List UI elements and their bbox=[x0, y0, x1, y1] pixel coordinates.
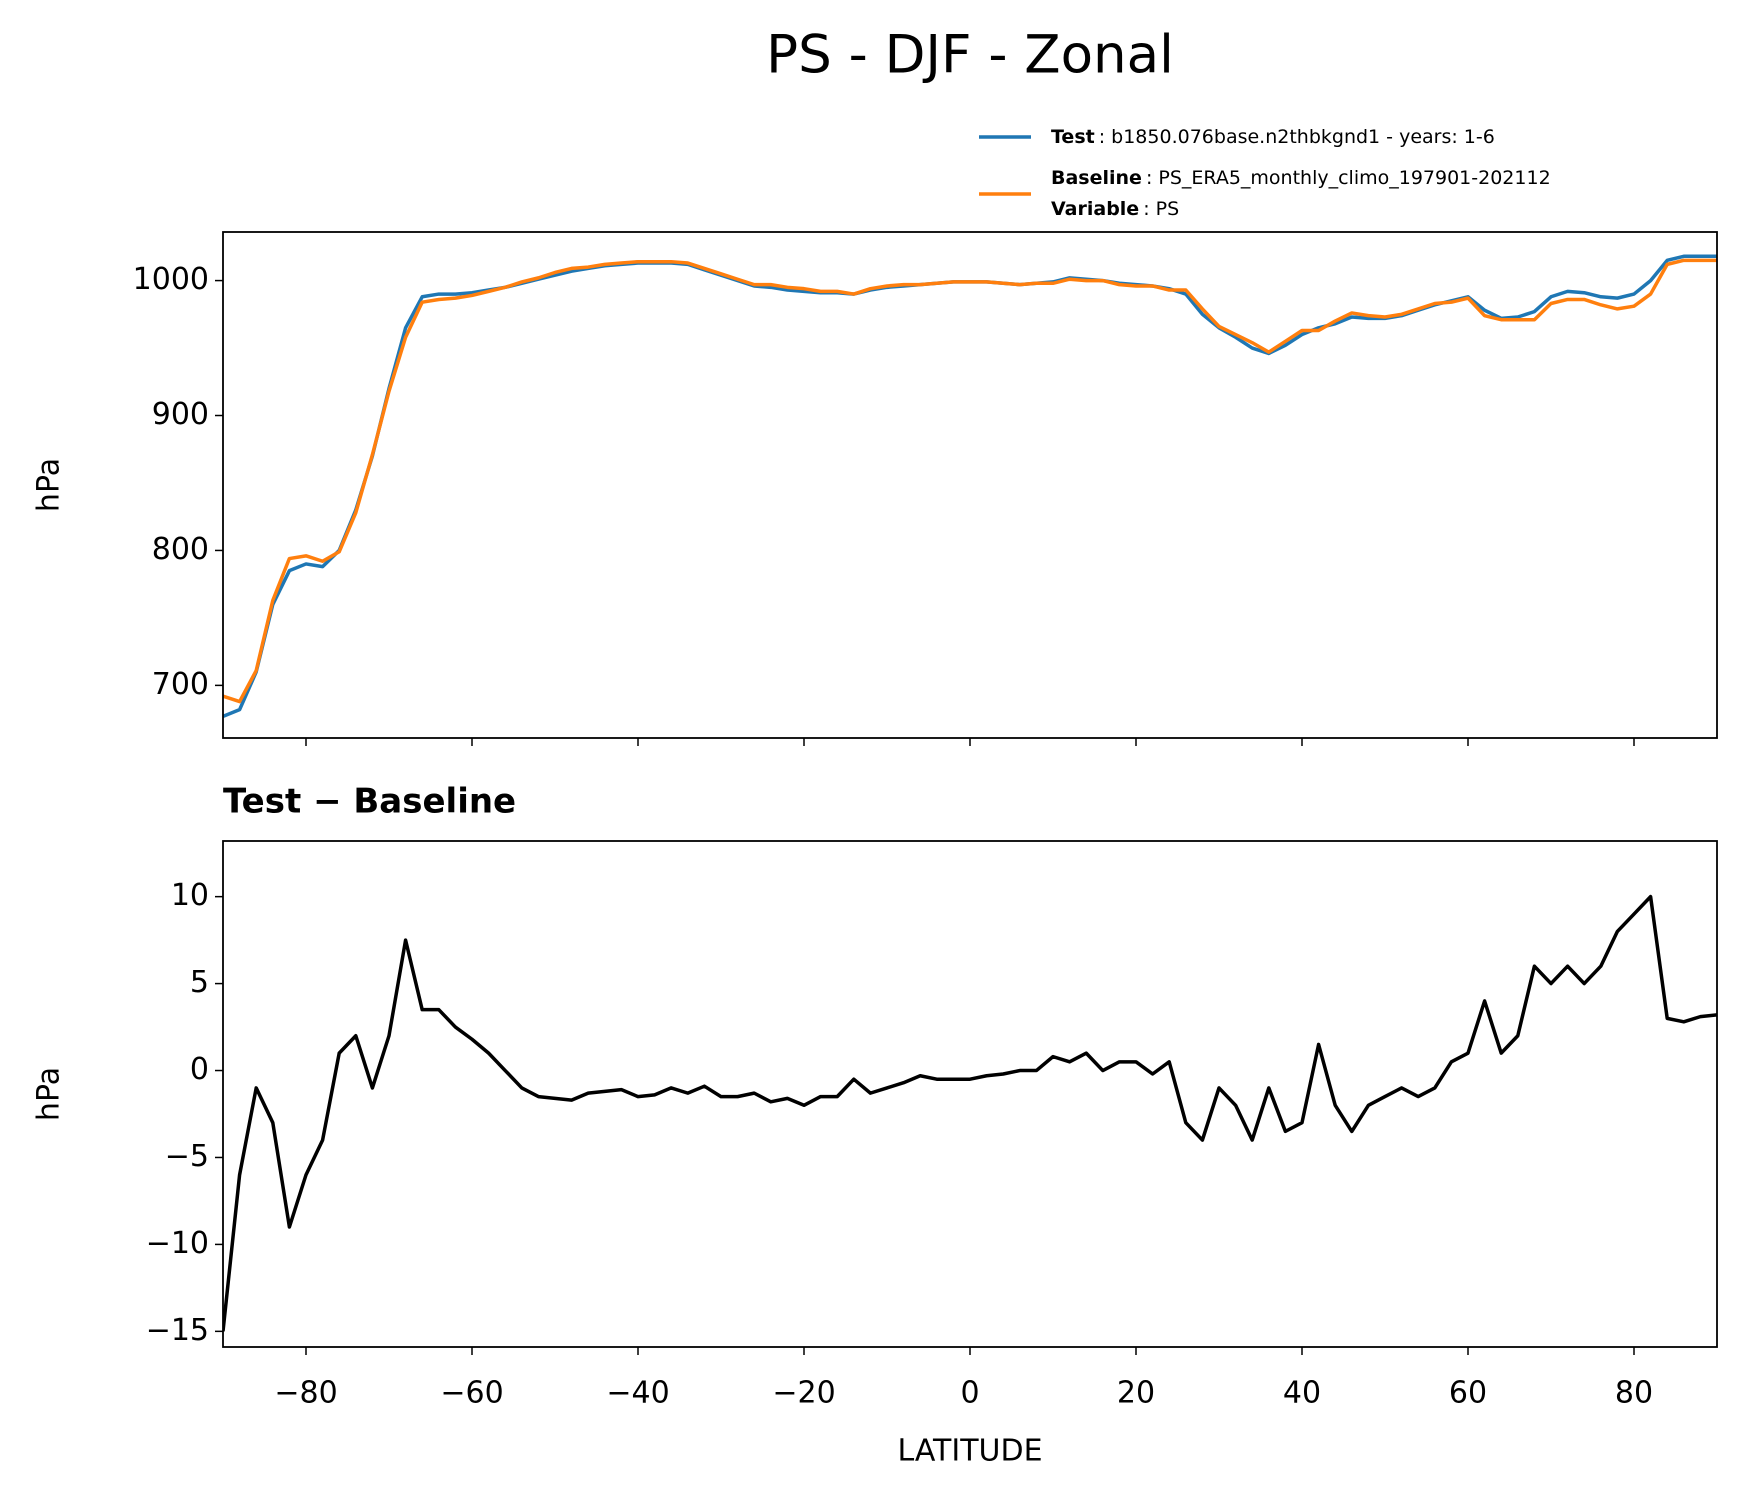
legend-text: : PS_ERA5_monthly_climo_197901-202112 bbox=[1146, 167, 1551, 189]
x-tick-label: −20 bbox=[772, 1376, 835, 1411]
y-axis-label: hPa bbox=[32, 458, 67, 512]
y-tick-label: 5 bbox=[190, 965, 209, 1000]
x-tick-label: 40 bbox=[1283, 1376, 1321, 1411]
y-tick-label: 800 bbox=[152, 532, 209, 567]
y-tick-label: −15 bbox=[146, 1313, 209, 1348]
figure-title: PS - DJF - Zonal bbox=[766, 25, 1174, 86]
legend-label: Test: b1850.076base.n2thbkgnd1 - years: … bbox=[1051, 126, 1495, 148]
y-tick-label: 0 bbox=[190, 1052, 209, 1087]
data-line bbox=[223, 254, 1717, 719]
data-line bbox=[223, 894, 1717, 1332]
y-tick-label: 10 bbox=[171, 878, 209, 913]
legend-text: : b1850.076base.n2thbkgnd1 - years: 1-6 bbox=[1099, 126, 1495, 148]
y-tick-label: 700 bbox=[152, 667, 209, 702]
x-tick-label: −40 bbox=[606, 1376, 669, 1411]
data-line bbox=[223, 258, 1717, 704]
x-tick-label: 80 bbox=[1615, 1376, 1653, 1411]
axes-frame bbox=[222, 840, 1718, 1348]
axes-title: Test − Baseline bbox=[223, 782, 516, 822]
y-tick-label: 900 bbox=[152, 397, 209, 432]
y-tick-label: −10 bbox=[146, 1226, 209, 1261]
y-tick-label: −5 bbox=[165, 1139, 209, 1174]
legend-text: : PS bbox=[1143, 198, 1179, 220]
legend-label: Variable: PS bbox=[1051, 198, 1179, 220]
y-axis-label: hPa bbox=[32, 1067, 67, 1121]
legend-name: Test bbox=[1051, 126, 1095, 148]
axes-frame bbox=[222, 231, 1718, 739]
legend-name: Variable bbox=[1051, 198, 1139, 220]
x-tick-label: 20 bbox=[1117, 1376, 1155, 1411]
x-tick-label: 60 bbox=[1449, 1376, 1487, 1411]
x-axis-label: LATITUDE bbox=[897, 1434, 1042, 1469]
x-tick-label: −80 bbox=[274, 1376, 337, 1411]
x-tick-label: 0 bbox=[960, 1376, 979, 1411]
legend-label: Baseline: PS_ERA5_monthly_climo_197901-2… bbox=[1051, 167, 1551, 189]
y-tick-label: 1000 bbox=[133, 262, 209, 297]
legend-name: Baseline bbox=[1051, 167, 1142, 189]
x-tick-label: −60 bbox=[440, 1376, 503, 1411]
